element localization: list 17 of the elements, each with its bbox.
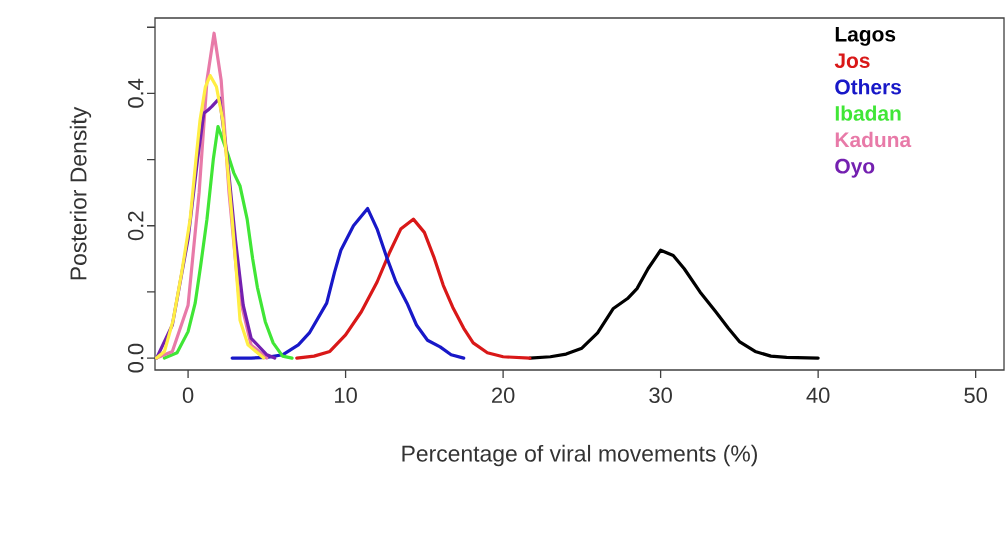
text: Ibadan [835, 105, 901, 121]
x-tick-label: 30 [649, 387, 672, 404]
text: Jos [834, 53, 870, 68]
y-tick-label: 0.0 [127, 343, 144, 373]
text: Others [835, 79, 901, 95]
text: Lagos [835, 27, 896, 46]
y-axis-title: Posterior Density [69, 106, 92, 280]
text: Oyo [835, 158, 875, 178]
y-tick-label: 0.4 [127, 78, 144, 108]
x-tick-label: 10 [335, 387, 357, 404]
y-tick-label: 0.2 [127, 211, 144, 241]
x-tick-label: 40 [806, 387, 830, 404]
x-tick-label: 20 [492, 387, 515, 404]
x-tick-label: 50 [964, 387, 987, 404]
text: Kaduna [835, 131, 912, 148]
x-tick-label: 0 [182, 387, 194, 404]
x-axis-title: Percentage of viral movements (%) [402, 444, 757, 467]
